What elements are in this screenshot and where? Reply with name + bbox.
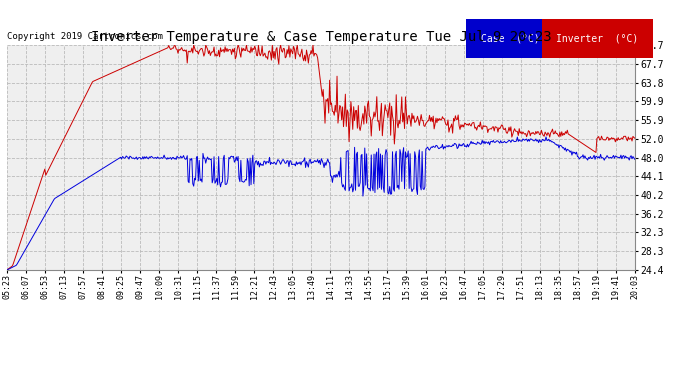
Text: Inverter  (°C): Inverter (°C)	[556, 34, 638, 44]
Text: Copyright 2019 Cartronics.com: Copyright 2019 Cartronics.com	[7, 32, 163, 41]
Title: Inverter Temperature & Case Temperature Tue Jul 9 20:23: Inverter Temperature & Case Temperature …	[90, 30, 551, 44]
Text: Case  (°C): Case (°C)	[481, 34, 540, 44]
